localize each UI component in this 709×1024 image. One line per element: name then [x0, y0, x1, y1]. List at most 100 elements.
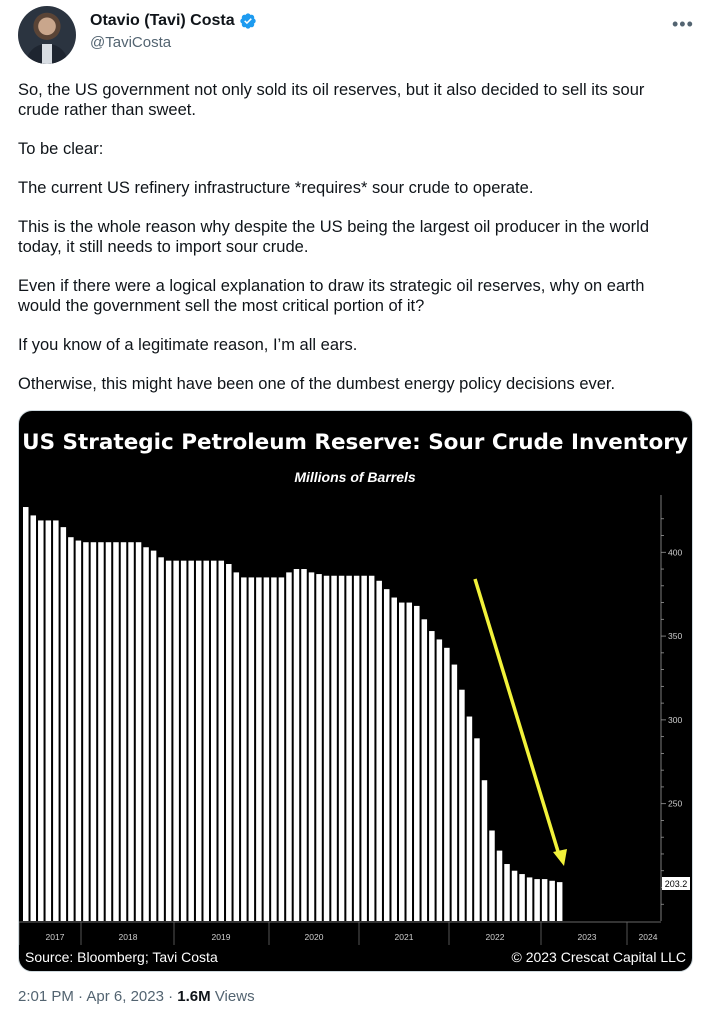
- verified-badge-icon: [239, 13, 256, 29]
- y-axis: 250 300 350 400: [660, 495, 682, 921]
- bar: [323, 575, 330, 921]
- meta-separator: ·: [78, 988, 84, 1005]
- bar: [105, 542, 112, 921]
- last-value-box: [662, 877, 690, 890]
- downtrend-arrow: [473, 578, 567, 866]
- bar: [90, 542, 97, 921]
- bar: [53, 520, 59, 921]
- chart-copyright: © 2023 Crescat Capital LLC: [511, 949, 686, 965]
- tweet-meta: 2:01 PM · Apr 6, 2023 · 1.6M Views: [18, 988, 255, 1005]
- bar: [75, 540, 82, 921]
- views-label: Views: [214, 988, 255, 1005]
- bar: [361, 575, 367, 921]
- tweet-paragraph: So, the US government not only sold its …: [18, 81, 645, 119]
- x-tick-label: 2021: [395, 932, 414, 942]
- arrow-shaft: [473, 578, 562, 859]
- bar: [489, 830, 495, 921]
- tweet-paragraph: If you know of a legitimate reason, I’m …: [18, 336, 358, 354]
- bar: [68, 537, 74, 921]
- bar: [534, 879, 540, 921]
- tweet-time[interactable]: 2:01 PM: [18, 988, 74, 1005]
- bar: [158, 557, 164, 921]
- x-tick-label: 2024: [639, 932, 658, 942]
- bar: [429, 631, 435, 921]
- bar: [248, 577, 255, 921]
- bar: [414, 605, 420, 921]
- bar: [83, 542, 89, 921]
- y-tick-label: 300: [668, 715, 682, 725]
- bar: [143, 547, 149, 921]
- author-name[interactable]: Otavio (Tavi) Costa: [90, 12, 235, 29]
- bar: [286, 572, 292, 921]
- bar: [316, 574, 322, 921]
- bar: [481, 780, 488, 921]
- author-handle[interactable]: @TaviCosta: [90, 34, 172, 51]
- bar: [444, 647, 450, 921]
- bar: [406, 602, 413, 921]
- bar: [451, 664, 458, 921]
- bar: [504, 864, 510, 921]
- meta-separator: ·: [168, 988, 174, 1005]
- bar: [188, 560, 194, 921]
- tweet-paragraph: This is the whole reason why despite the…: [18, 218, 650, 256]
- bar: [383, 589, 390, 921]
- bar: [293, 569, 300, 921]
- x-tick-label: 2019: [212, 932, 231, 942]
- last-value-marker: 203.2: [662, 877, 690, 890]
- tweet-paragraph: To be clear:: [18, 140, 104, 158]
- bar: [346, 575, 352, 921]
- bar: [511, 870, 518, 921]
- bar: [353, 575, 360, 921]
- bar: [98, 542, 104, 921]
- y-tick-label: 350: [668, 631, 682, 641]
- bar: [278, 577, 285, 921]
- bar: [195, 560, 202, 921]
- bar: [45, 520, 52, 921]
- chart-image[interactable]: US Strategic Petroleum Reserve: Sour Cru…: [18, 410, 693, 972]
- bar: [23, 507, 29, 921]
- bar: [331, 575, 337, 921]
- chart-subtitle: Millions of Barrels: [294, 469, 416, 485]
- tweet-paragraph: Even if there were a logical explanation…: [18, 277, 645, 315]
- y-tick-label: 250: [668, 799, 682, 809]
- bar: [120, 542, 127, 921]
- avatar[interactable]: [18, 6, 76, 64]
- arrow-head: [553, 849, 567, 866]
- last-value-label: 203.2: [665, 879, 688, 889]
- bar: [368, 575, 375, 921]
- x-tick-label: 2017: [46, 932, 65, 942]
- bar: [399, 602, 405, 921]
- bar: [556, 882, 563, 921]
- bar: [421, 619, 428, 921]
- bar: [128, 542, 134, 921]
- tweet-paragraph: The current US refinery infrastructure *…: [18, 179, 534, 197]
- bar: [256, 577, 262, 921]
- bar: [308, 572, 315, 921]
- avatar-shirt: [42, 44, 52, 64]
- bar: [180, 560, 187, 921]
- bar: [173, 560, 179, 921]
- x-tick-label: 2018: [119, 932, 138, 942]
- x-tick-label: 2022: [486, 932, 505, 942]
- bar: [519, 874, 525, 921]
- bar: [211, 560, 217, 921]
- views-count[interactable]: 1.6M: [177, 988, 211, 1005]
- bar: [466, 716, 473, 921]
- bar: [549, 880, 555, 921]
- bar: [436, 639, 443, 921]
- bar: [526, 877, 533, 921]
- bar: [263, 577, 270, 921]
- bar: [459, 689, 465, 921]
- y-tick-label: 400: [668, 547, 682, 557]
- x-tick-label: 2020: [305, 932, 324, 942]
- chart-title: US Strategic Petroleum Reserve: Sour Cru…: [22, 430, 688, 455]
- more-options-icon[interactable]: •••: [672, 14, 694, 34]
- author-name-row[interactable]: Otavio (Tavi) Costa: [90, 12, 257, 30]
- bar: [150, 550, 157, 921]
- bar: [38, 520, 44, 921]
- chart-svg: US Strategic Petroleum Reserve: Sour Cru…: [19, 430, 690, 965]
- bar: [541, 879, 548, 921]
- bar: [30, 515, 37, 921]
- bar: [203, 560, 209, 921]
- tweet-date[interactable]: Apr 6, 2023: [86, 988, 164, 1005]
